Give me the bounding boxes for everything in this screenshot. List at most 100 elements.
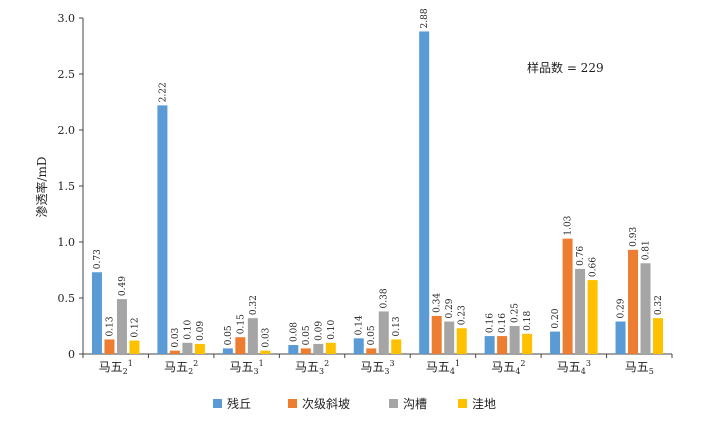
x-category-label: 马五32 [295,359,329,376]
category-subscript: 2 [188,367,193,376]
data-label: 0.05 [224,325,234,345]
x-category-label: 马五22 [164,359,198,376]
bar [260,350,271,354]
bar [391,339,402,354]
category-subscript: 2 [123,367,128,376]
data-label: 0.20 [551,308,561,328]
data-label: 0.10 [183,319,193,339]
data-label: 0.16 [486,313,496,333]
data-label: 0.23 [458,305,468,325]
data-label: 0.32 [654,295,664,315]
bar [313,343,324,354]
bar [91,272,102,354]
bar [222,348,233,354]
bar [509,326,520,354]
data-label: 0.14 [355,315,365,335]
bar [378,311,389,354]
category-subscript: 5 [649,367,654,376]
data-label: 0.32 [249,295,259,315]
y-tick-label: 0.5 [58,292,76,305]
data-label: 2.22 [158,82,168,102]
data-label: 0.15 [236,314,246,334]
category-base: 马五 [491,360,515,374]
category-superscript: 3 [390,359,395,368]
data-label: 0.13 [105,316,115,336]
x-category-label: 马五43 [557,359,591,376]
data-label: 0.93 [629,227,639,247]
x-category-label: 马五42 [491,359,525,376]
category-base: 马五 [295,360,319,374]
data-label: 0.08 [289,322,299,342]
bar [615,321,626,354]
legend-swatch [288,399,297,408]
y-tick-label: 0 [68,348,75,361]
bar [575,268,586,354]
x-category-label: 马五41 [426,359,460,376]
bar [235,337,246,354]
data-label: 0.81 [642,240,652,260]
category-superscript: 1 [259,359,264,368]
bar [194,343,205,354]
bar [497,336,508,354]
category-base: 马五 [164,360,188,374]
data-label: 0.49 [118,276,128,296]
x-category-label: 马五21 [99,359,133,376]
bar [419,31,430,354]
legend-swatch [389,399,398,408]
legend: 残丘 次级斜坡 沟槽 洼地 [213,397,496,411]
bar [562,238,573,354]
bar [484,336,495,354]
data-label: 0.34 [433,293,443,313]
data-label: 0.29 [617,298,627,318]
data-label: 0.05 [367,325,377,345]
bar [550,331,561,354]
bar [444,321,455,354]
bar [157,105,168,354]
bar [116,299,127,354]
data-label: 1.03 [564,215,574,235]
category-subscript: 4 [450,367,455,376]
bar [456,328,467,354]
category-base: 马五 [426,360,450,374]
bar [353,338,364,354]
data-label: 0.03 [261,327,271,347]
data-label: 0.18 [523,311,533,331]
y-tick-label: 2.0 [58,124,76,137]
bar [431,315,442,354]
category-subscript: 3 [254,367,259,376]
bar [587,280,598,354]
data-label: 0.03 [171,327,181,347]
bar [182,342,193,354]
data-label: 0.73 [93,249,103,269]
category-superscript: 1 [128,359,133,368]
bar [366,348,377,354]
bar [247,318,258,354]
y-tick-label: 2.5 [58,68,76,81]
y-axis-title: 渗透率/mD [34,156,49,217]
legend-label: 残丘 [227,397,251,411]
bar [288,345,299,354]
data-label: 0.76 [576,246,586,266]
legend-label: 洼地 [472,397,496,411]
x-category-label: 马五33 [360,359,394,376]
x-category-label: 马五31 [230,359,264,376]
category-subscript: 4 [581,367,586,376]
category-base: 马五 [360,360,384,374]
legend-label: 沟槽 [403,397,427,411]
category-subscript: 3 [384,367,389,376]
data-label: 0.13 [392,316,402,336]
bar [522,333,533,354]
bar [300,348,311,354]
category-base: 马五 [625,360,649,374]
data-labels: 0.730.130.490.122.220.03 0.10 0.09 0.050.15… [93,8,664,348]
bar [653,318,664,354]
bar [628,249,639,354]
y-tick-label: 1.5 [58,180,76,193]
data-label: 0.66 [589,257,599,277]
y-tick-label: 1.0 [58,236,76,249]
x-category-label: 马五5 [625,360,654,376]
category-superscript: 2 [324,359,329,368]
data-label: 0.09 [314,321,324,341]
